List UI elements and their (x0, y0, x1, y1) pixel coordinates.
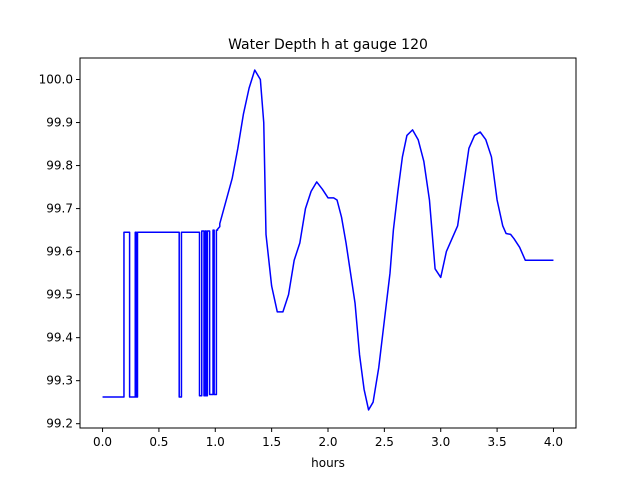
y-tick-label: 99.4 (46, 331, 73, 345)
chart-title: Water Depth h at gauge 120 (228, 37, 428, 53)
axes-frame (79, 57, 577, 429)
x-tick-label: 1.5 (262, 435, 281, 449)
x-tick-label: 2.5 (375, 435, 394, 449)
x-tick-label: 4.0 (544, 435, 563, 449)
x-axis-ticks: 0.0 0.5 1.0 1.5 2.0 2.5 3.0 3.5 4.0 (93, 428, 563, 449)
x-axis-label: hours (311, 456, 345, 470)
x-tick-label: 2.0 (318, 435, 337, 449)
plot-area (102, 69, 554, 411)
y-tick-label: 99.9 (46, 116, 73, 130)
y-tick-label: 99.2 (46, 417, 73, 431)
x-tick-label: 1.0 (206, 435, 225, 449)
x-tick-label: 3.0 (431, 435, 450, 449)
y-tick-label: 100.0 (39, 73, 73, 87)
x-tick-label: 0.5 (149, 435, 168, 449)
series-line (102, 69, 554, 411)
y-tick-label: 99.5 (46, 288, 73, 302)
y-tick-label: 99.7 (46, 202, 73, 216)
y-tick-label: 99.6 (46, 245, 73, 259)
y-tick-label: 99.3 (46, 374, 73, 388)
x-tick-label: 3.5 (488, 435, 507, 449)
x-tick-label: 0.0 (93, 435, 112, 449)
y-tick-label: 99.8 (46, 159, 73, 173)
y-axis-ticks: 99.2 99.3 99.4 99.5 99.6 99.7 99.8 99.9 100.0 (39, 73, 80, 431)
